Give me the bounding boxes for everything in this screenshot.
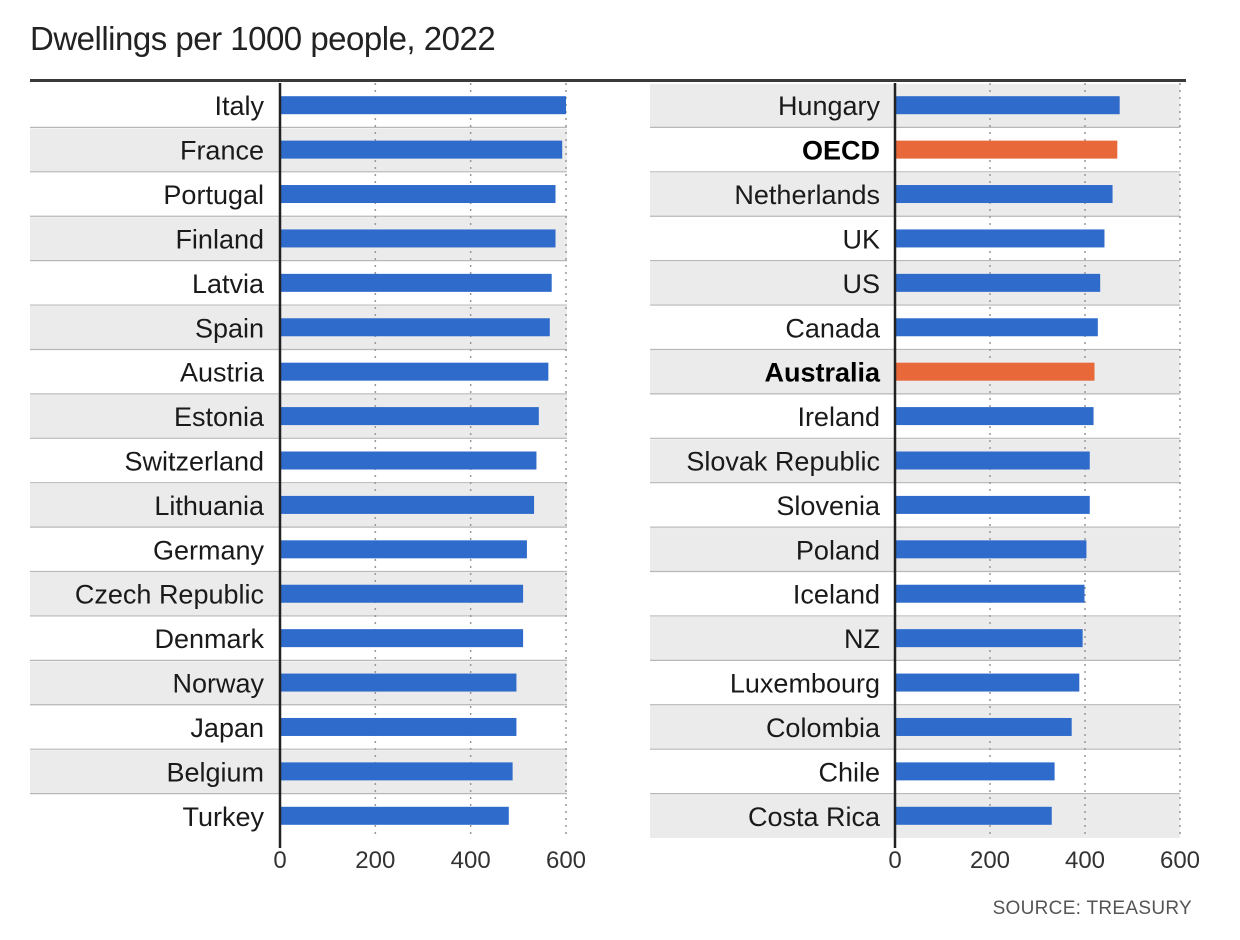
bar-oecd: [895, 140, 1118, 159]
category-label: Turkey: [182, 802, 264, 832]
bar-spain: [280, 318, 550, 337]
category-label: Estonia: [174, 402, 265, 432]
category-label: Finland: [175, 224, 264, 254]
category-label: Poland: [796, 535, 880, 565]
x-tick-label: 200: [970, 847, 1010, 874]
category-label: Switzerland: [124, 447, 264, 477]
bar-slovak-republic: [895, 451, 1090, 470]
x-tick-label: 400: [1065, 847, 1105, 874]
category-label: UK: [842, 224, 880, 254]
category-label: NZ: [844, 624, 880, 654]
bar-estonia: [280, 407, 539, 426]
category-label: Latvia: [192, 269, 265, 299]
bar-czech-republic: [280, 584, 524, 603]
chart-title: Dwellings per 1000 people, 2022: [30, 20, 496, 57]
category-label: Chile: [818, 757, 880, 787]
category-label: OECD: [802, 136, 880, 166]
bar-austria: [280, 362, 549, 381]
bar-uk: [895, 229, 1105, 248]
category-label: Belgium: [166, 757, 264, 787]
category-label: Canada: [785, 313, 881, 343]
bar-australia: [895, 362, 1095, 381]
bar-us: [895, 273, 1101, 292]
bar-denmark: [280, 629, 524, 648]
bar-france: [280, 140, 563, 159]
category-label: Colombia: [766, 713, 881, 743]
bar-luxembourg: [895, 673, 1080, 692]
category-label: Iceland: [793, 580, 880, 610]
bar-netherlands: [895, 185, 1113, 204]
right-bar-panel: Hungary OECD Netherlands UK US Canada Australi…: [650, 83, 1200, 874]
category-label: France: [180, 136, 264, 166]
category-label: Lithuania: [154, 491, 265, 521]
category-label: Slovenia: [776, 491, 881, 521]
source-note: SOURCE: TREASURY: [992, 898, 1192, 919]
bar-hungary: [895, 96, 1120, 115]
category-label: Ireland: [797, 402, 880, 432]
category-label: Denmark: [154, 624, 264, 654]
category-label: Japan: [190, 713, 264, 743]
category-label: Slovak Republic: [686, 447, 880, 477]
bar-belgium: [280, 762, 513, 781]
bar-ireland: [895, 407, 1094, 426]
bar-colombia: [895, 717, 1072, 736]
bar-norway: [280, 673, 517, 692]
bar-lithuania: [280, 495, 535, 514]
bar-finland: [280, 229, 556, 248]
bar-canada: [895, 318, 1098, 337]
bar-japan: [280, 717, 517, 736]
bar-germany: [280, 540, 527, 559]
x-tick-label: 0: [273, 847, 286, 874]
bar-chile: [895, 762, 1055, 781]
bar-slovenia: [895, 495, 1090, 514]
bar-portugal: [280, 185, 556, 204]
x-tick-label: 600: [1160, 847, 1200, 874]
bar-nz: [895, 629, 1083, 648]
category-label: Germany: [153, 535, 265, 565]
x-tick-label: 600: [546, 847, 586, 874]
category-label: Spain: [195, 313, 264, 343]
bar-italy: [280, 96, 566, 115]
category-label: Costa Rica: [748, 802, 881, 832]
left-bar-panel: Italy France Portugal Finland Latvia Spain Aus…: [30, 83, 586, 874]
category-label: Luxembourg: [730, 669, 880, 699]
bar-latvia: [280, 273, 552, 292]
category-label: Austria: [180, 358, 265, 388]
x-tick-label: 0: [888, 847, 901, 874]
bar-poland: [895, 540, 1087, 559]
category-label: Italy: [214, 91, 264, 121]
bar-turkey: [280, 806, 509, 825]
category-label: Norway: [172, 669, 264, 699]
category-label: Czech Republic: [75, 580, 264, 610]
category-label: Australia: [764, 358, 881, 388]
category-label: Hungary: [778, 91, 881, 121]
category-label: Portugal: [163, 180, 264, 210]
x-tick-label: 200: [355, 847, 395, 874]
bar-iceland: [895, 584, 1085, 603]
bar-switzerland: [280, 451, 537, 470]
title-rule: [30, 79, 1186, 82]
x-tick-label: 400: [451, 847, 491, 874]
bar-costa-rica: [895, 806, 1052, 825]
category-label: Netherlands: [734, 180, 880, 210]
category-label: US: [842, 269, 880, 299]
